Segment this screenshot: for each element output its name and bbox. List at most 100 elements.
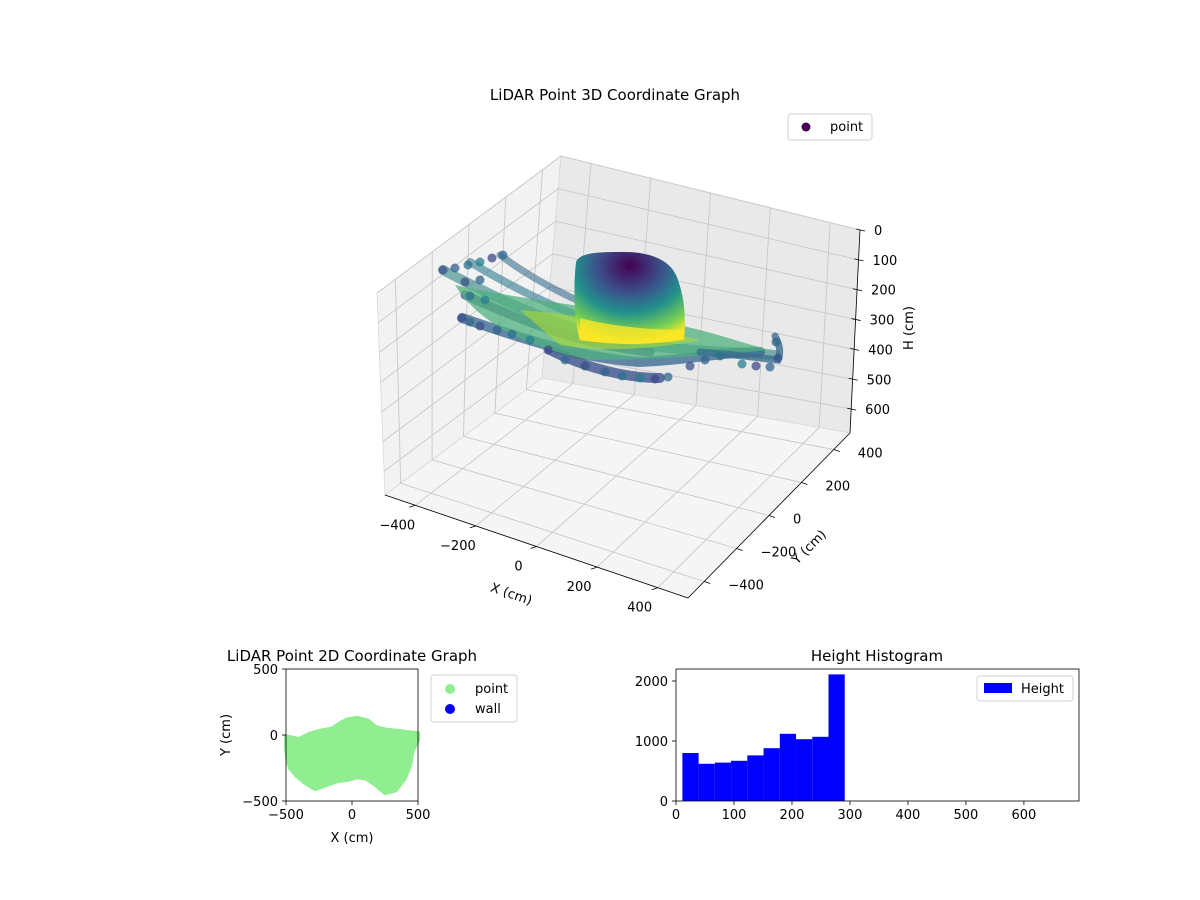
histogram-bar (682, 753, 699, 801)
x-tick-label: 500 (954, 808, 979, 823)
z-tick-label: 400 (868, 343, 893, 358)
point-highlight (580, 318, 684, 344)
x-tick-label: 0 (348, 808, 356, 823)
legend-marker-point (801, 122, 811, 132)
x-tick-label: 500 (406, 808, 431, 823)
legend-marker-point (445, 684, 455, 694)
point-dot (438, 265, 448, 275)
z-tick-label: 200 (871, 284, 896, 299)
x-tick-label: 100 (722, 808, 747, 823)
x-tick-mark (590, 566, 598, 570)
z-tick-mark (855, 228, 866, 232)
x-tick-mark (530, 546, 537, 549)
x-tick-mark (469, 525, 477, 529)
z-tick-label: 300 (870, 314, 895, 329)
histogram-bar (828, 674, 845, 801)
y-tick-label: 400 (858, 447, 883, 462)
x-axis-label-3d: X (cm) (488, 581, 534, 609)
y-tick-mark (801, 482, 808, 485)
x-tick-label: −500 (268, 808, 304, 823)
x-tick-label: 0 (672, 808, 680, 823)
scatter-3d-panel: LiDAR Point 3D Coordinate Graph (376, 86, 917, 616)
point-dot (492, 325, 502, 335)
point-dot (580, 361, 590, 371)
point-dot (773, 353, 783, 363)
ticks-2d: −500 0 500 500 0 −500 (242, 663, 430, 823)
x-tick-label: 200 (567, 580, 592, 595)
point-dot (480, 295, 490, 305)
z-tick-mark (850, 348, 860, 351)
y-tick-label: 0 (660, 795, 668, 810)
z-tick-mark (852, 288, 863, 292)
legend-label-wall: wall (475, 702, 501, 717)
histogram-panel: Height Histogram 0 100 200 300 400 500 600 0 100… (635, 647, 1080, 823)
scatter-point-cloud (284, 715, 420, 796)
y-tick-label: −400 (728, 579, 764, 594)
legend-frame (787, 113, 873, 141)
ticks-hist: 0 100 200 300 400 500 600 0 1000 2000 (635, 675, 1036, 823)
chart-title-3d: LiDAR Point 3D Coordinate Graph (490, 86, 740, 104)
y-tick-label: −200 (761, 546, 797, 561)
point-dot (507, 329, 517, 339)
chart-title-2d: LiDAR Point 2D Coordinate Graph (227, 647, 477, 665)
point-dot (685, 361, 695, 371)
y-tick-label: 0 (793, 513, 801, 528)
point-dome (574, 252, 685, 344)
scatter-2d-panel: LiDAR Point 2D Coordinate Graph −500 0 500… (219, 647, 518, 846)
z-tick-mark (847, 407, 857, 411)
legend-2d: point wall (430, 674, 518, 723)
histogram-bar (779, 733, 797, 801)
x-tick-label: 600 (1011, 808, 1036, 823)
point-dot (700, 355, 710, 365)
z-tick-mark (854, 258, 864, 262)
legend-label-point: point (475, 682, 508, 697)
x-tick-label: −200 (440, 539, 476, 554)
point-dot (663, 372, 673, 382)
point-cloud (438, 250, 784, 384)
z-axis-line (849, 229, 861, 434)
y-tick-mark (704, 581, 711, 584)
point-dot (457, 313, 467, 323)
x-tick-label: 400 (896, 808, 921, 823)
point-dot (560, 355, 570, 365)
point-dot (650, 374, 660, 384)
point-dot (525, 335, 535, 345)
y-tick-label: 0 (270, 729, 278, 744)
y-tick-label: 500 (253, 663, 278, 678)
point-dot (450, 263, 460, 273)
point-dot (600, 367, 610, 377)
point-dot (751, 361, 761, 371)
histogram-bar (698, 763, 715, 801)
point-dot (543, 345, 553, 355)
x-tick-label: 0 (514, 560, 522, 575)
point-dot (465, 291, 475, 301)
chart-title-hist: Height Histogram (811, 647, 943, 665)
histogram-bar (731, 760, 748, 801)
histogram-bar (796, 739, 813, 801)
z-tick-label: 0 (874, 224, 882, 239)
legend-label-point: point (830, 120, 863, 135)
point-dot (617, 371, 627, 381)
point-dot (460, 277, 470, 287)
point-dot (498, 250, 508, 260)
z-tick-label: 600 (865, 403, 890, 418)
histogram-bar (763, 748, 780, 801)
point-dot (465, 317, 475, 327)
x-tick-label: 200 (780, 808, 805, 823)
y-tick-label: 200 (825, 480, 850, 495)
point-dot (463, 260, 473, 270)
legend-frame (976, 675, 1074, 702)
x-tick-label: 300 (838, 808, 863, 823)
z-axis-label-3d: H (cm) (902, 306, 917, 350)
point-dot (475, 257, 485, 267)
y-tick-mark (833, 449, 840, 452)
point-dot (635, 373, 645, 383)
point-dot (771, 337, 781, 347)
point-dots (438, 250, 783, 384)
y-tick-label: 1000 (635, 735, 668, 750)
z-tick-label: 500 (867, 373, 892, 388)
z-tick-label: 100 (873, 254, 898, 269)
y-tick-mark (736, 548, 743, 551)
x-axis-label-2d: X (cm) (331, 831, 374, 846)
histogram-bars (682, 674, 845, 801)
